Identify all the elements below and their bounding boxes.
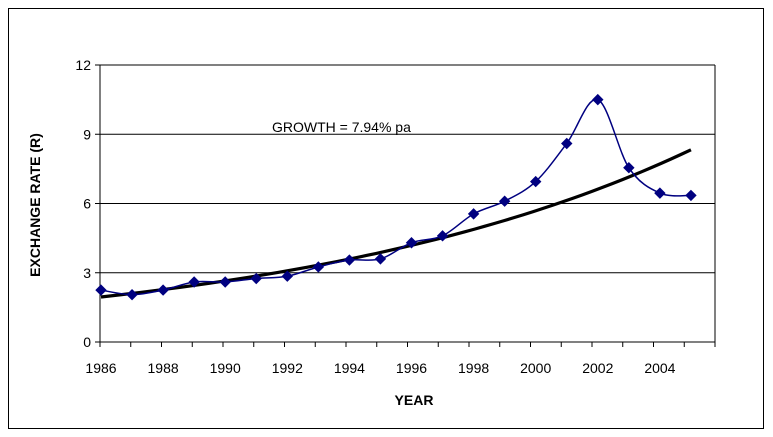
x-tick-label-2004: 2004 xyxy=(644,360,675,376)
data-point-1997 xyxy=(436,230,449,242)
data-point-1987 xyxy=(126,288,138,301)
data-point-2000 xyxy=(529,175,542,188)
data-point-1989 xyxy=(188,276,200,288)
x-tick-label-1994: 1994 xyxy=(334,360,365,376)
x-tick-label-1998: 1998 xyxy=(458,360,489,376)
data-point-1988 xyxy=(157,284,169,296)
data-point-2004 xyxy=(654,187,666,199)
data-point-1986 xyxy=(95,284,107,296)
x-axis-title: YEAR xyxy=(395,392,434,408)
y-tick-label-9: 9 xyxy=(83,126,91,142)
chart-frame xyxy=(8,8,764,429)
x-tick-label-1990: 1990 xyxy=(210,360,241,376)
data-point-2005 xyxy=(685,189,697,202)
y-tick-label-6: 6 xyxy=(83,196,91,212)
data-point-2002 xyxy=(592,93,604,106)
y-tick-label-0: 0 xyxy=(83,334,91,350)
data-point-1999 xyxy=(498,195,511,207)
x-tick-label-1988: 1988 xyxy=(148,360,179,376)
x-tick-label-2000: 2000 xyxy=(520,360,551,376)
x-tick-label-1996: 1996 xyxy=(396,360,427,376)
data-point-1990 xyxy=(219,276,231,288)
y-axis-title: EXCHANGE RATE (R) xyxy=(27,133,43,277)
data-point-2001 xyxy=(561,137,573,150)
data-point-1991 xyxy=(250,272,262,285)
data-point-1998 xyxy=(467,208,480,220)
data-point-1992 xyxy=(281,270,294,282)
data-point-1995 xyxy=(374,253,387,265)
growth-annotation: GROWTH = 7.94% pa xyxy=(272,119,411,135)
data-point-1994 xyxy=(343,254,356,266)
y-tick-label-3: 3 xyxy=(83,265,91,281)
y-tick-label-12: 12 xyxy=(75,57,91,73)
data-point-1996 xyxy=(405,237,418,249)
data-point-2003 xyxy=(623,162,635,174)
x-tick-label-1992: 1992 xyxy=(272,360,303,376)
x-tick-label-2002: 2002 xyxy=(582,360,613,376)
x-tick-label-1986: 1986 xyxy=(85,360,116,376)
data-point-1993 xyxy=(312,261,325,273)
trend-line xyxy=(100,148,692,299)
